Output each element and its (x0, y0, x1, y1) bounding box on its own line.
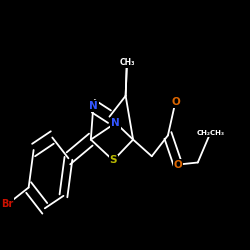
Text: CH₂CH₃: CH₂CH₃ (196, 130, 224, 136)
Text: Br: Br (1, 199, 14, 209)
Text: O: O (171, 97, 180, 107)
Text: O: O (174, 160, 182, 170)
Text: CH₃: CH₃ (119, 58, 135, 67)
Text: N: N (89, 101, 98, 111)
Text: N: N (111, 118, 120, 128)
Text: S: S (110, 156, 117, 166)
